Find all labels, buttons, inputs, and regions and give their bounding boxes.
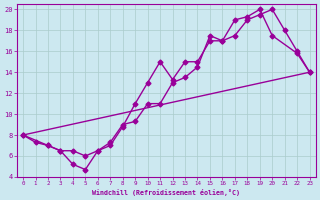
X-axis label: Windchill (Refroidissement éolien,°C): Windchill (Refroidissement éolien,°C) [92,189,240,196]
